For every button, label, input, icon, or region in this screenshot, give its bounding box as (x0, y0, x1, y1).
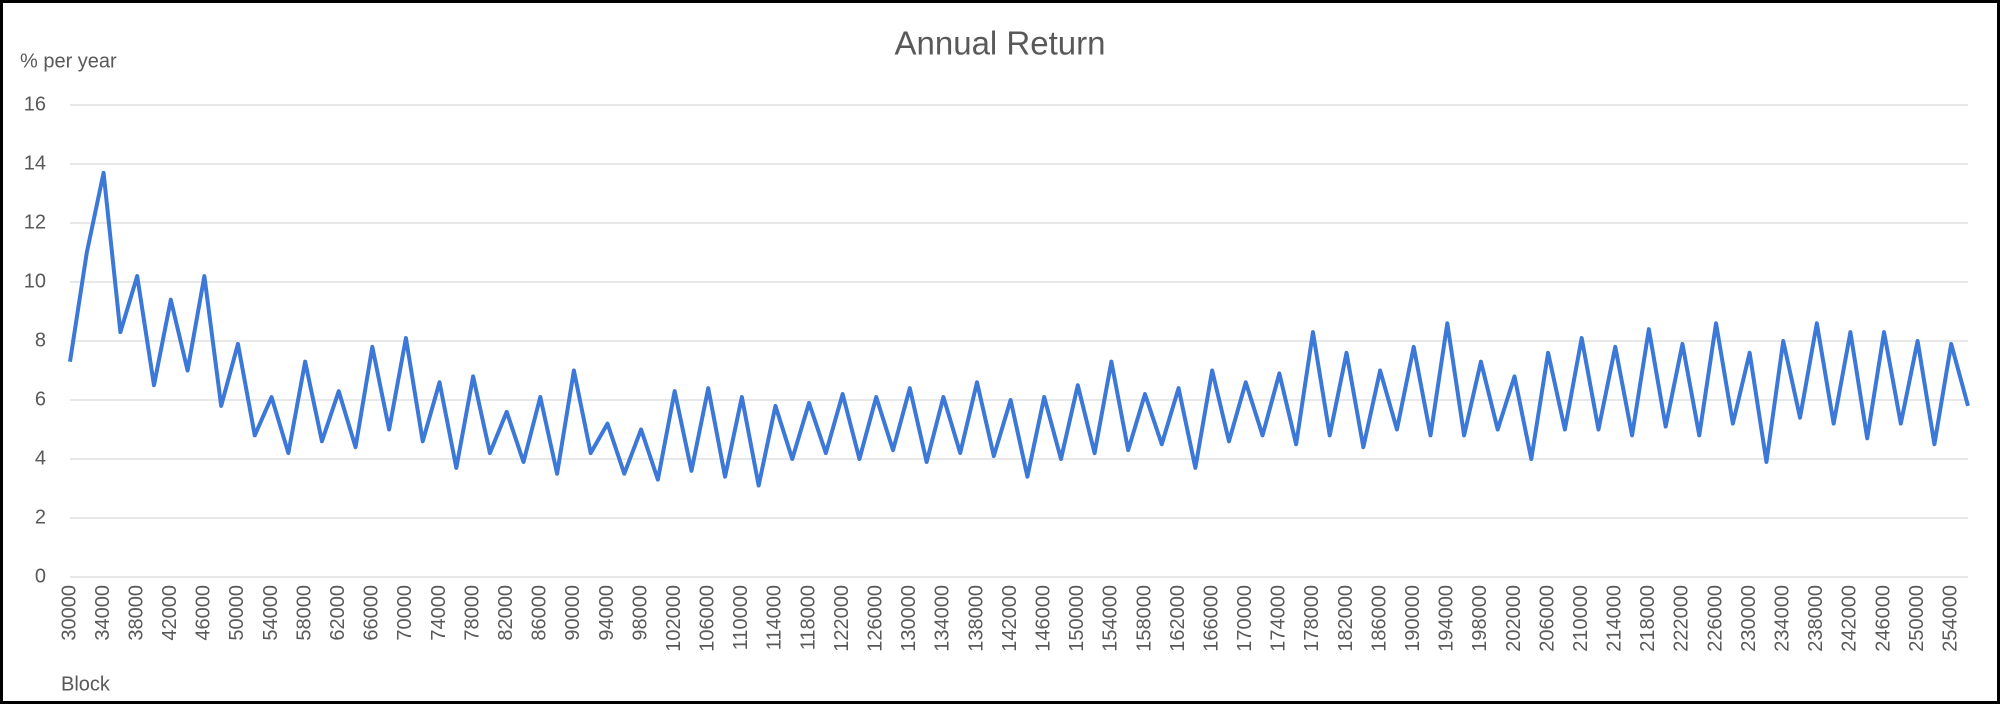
x-tick-label: 138000 (965, 585, 987, 652)
x-tick-label: 174000 (1268, 585, 1290, 652)
x-tick-label: 178000 (1301, 585, 1323, 652)
x-tick-label: 134000 (932, 585, 954, 652)
x-tick-label: 82000 (495, 585, 517, 641)
x-tick-label: 150000 (1066, 585, 1088, 652)
x-tick-label: 246000 (1872, 585, 1894, 652)
x-tick-label: 50000 (226, 585, 248, 641)
x-tick-label: 78000 (461, 585, 483, 641)
x-tick-label: 34000 (92, 585, 114, 641)
x-tick-label: 218000 (1637, 585, 1659, 652)
y-tick-label: 6 (35, 388, 46, 410)
x-tick-label: 186000 (1368, 585, 1390, 652)
y-axis-title: % per year (20, 50, 117, 72)
x-tick-label: 206000 (1536, 585, 1558, 652)
data-line (68, 170, 1970, 488)
x-tick-label: 118000 (797, 585, 819, 650)
y-tick-label: 14 (24, 152, 46, 174)
x-tick-label: 30000 (58, 585, 80, 641)
x-tick-label: 86000 (529, 585, 551, 641)
y-tick-label: 4 (35, 447, 46, 469)
x-tick-label: 94000 (596, 585, 618, 641)
x-tick-label: 66000 (361, 585, 383, 641)
x-tick-label: 110000 (730, 585, 752, 650)
x-tick-label: 46000 (193, 585, 215, 641)
x-tick-label: 242000 (1839, 585, 1861, 652)
x-tick-label: 114000 (764, 585, 786, 650)
x-tick-label: 146000 (1032, 585, 1054, 652)
x-tick-label: 166000 (1200, 585, 1222, 652)
x-tick-label: 170000 (1234, 585, 1256, 652)
x-tick-label: 142000 (999, 585, 1021, 652)
x-axis-title: Block (61, 673, 111, 695)
y-tick-label: 12 (24, 211, 46, 233)
x-tick-label: 126000 (865, 585, 887, 652)
x-tick-label: 234000 (1772, 585, 1794, 652)
x-tick-label: 106000 (697, 585, 719, 652)
x-tick-label: 122000 (831, 585, 853, 652)
x-tick-label: 42000 (159, 585, 181, 641)
x-tick-label: 130000 (898, 585, 920, 652)
x-tick-label: 202000 (1503, 585, 1525, 652)
x-tick-label: 194000 (1436, 585, 1458, 652)
x-tick-label: 158000 (1133, 585, 1155, 652)
x-tick-label: 62000 (327, 585, 349, 641)
x-tick-label: 210000 (1570, 585, 1592, 652)
x-tick-label: 214000 (1604, 585, 1626, 652)
x-tick-label: 58000 (293, 585, 315, 641)
x-tick-label: 182000 (1335, 585, 1357, 652)
y-tick-label: 2 (35, 506, 46, 528)
x-tick-label: 222000 (1671, 585, 1693, 652)
chart-title: Annual Return (895, 25, 1106, 62)
x-tick-label: 38000 (125, 585, 147, 641)
x-tick-label: 198000 (1469, 585, 1491, 652)
x-tick-label: 70000 (394, 585, 416, 641)
x-tick-label: 102000 (663, 585, 685, 652)
x-tick-label: 98000 (629, 585, 651, 641)
x-tick-label: 154000 (1100, 585, 1122, 652)
x-tick-label: 238000 (1805, 585, 1827, 652)
x-tick-label: 250000 (1906, 585, 1928, 652)
x-tick-label: 226000 (1704, 585, 1726, 652)
x-tick-label: 74000 (428, 585, 450, 641)
x-tick-label: 190000 (1402, 585, 1424, 652)
x-tick-label: 90000 (562, 585, 584, 641)
y-tick-label: 16 (24, 93, 46, 115)
y-tick-label: 10 (24, 270, 46, 292)
y-tick-label: 0 (35, 565, 46, 587)
x-tick-label: 54000 (260, 585, 282, 641)
x-tick-label: 230000 (1738, 585, 1760, 652)
x-tick-label: 162000 (1167, 585, 1189, 652)
y-tick-label: 8 (35, 329, 46, 351)
x-tick-label: 254000 (1939, 585, 1961, 652)
